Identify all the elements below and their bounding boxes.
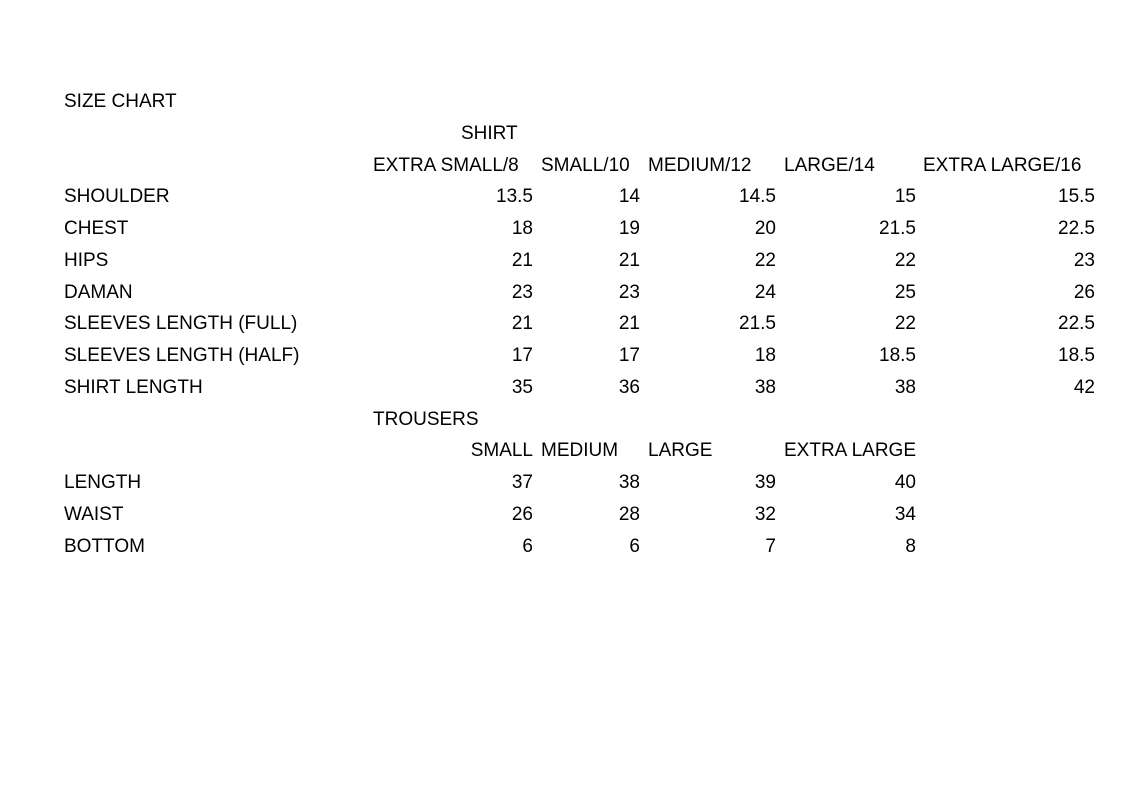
trousers-measurement: 38 — [618, 472, 640, 493]
trousers-heading: TROUSERS — [373, 408, 479, 430]
trousers-measurement: 28 — [618, 503, 640, 525]
shirt-measurement: 38 — [754, 376, 776, 398]
shirt-measurement: 22.5 — [1058, 218, 1095, 239]
shirt-measurement: 17 — [511, 345, 533, 366]
trousers-size-header: MEDIUM — [541, 440, 619, 462]
shirt-measurement: 22 — [894, 249, 916, 271]
shirt-measurement: 17 — [618, 345, 640, 366]
trousers-measurement: 26 — [511, 503, 533, 525]
shirt-row-label: SHOULDER — [64, 186, 170, 208]
shirt-measurement: 21.5 — [739, 313, 776, 335]
trousers-measurement: 39 — [754, 472, 776, 493]
shirt-measurement: 15 — [894, 186, 916, 208]
shirt-measurement: 18 — [511, 218, 533, 239]
shirt-measurement: 18 — [754, 345, 776, 366]
trousers-row-label: LENGTH — [64, 472, 142, 493]
shirt-measurement: 14 — [618, 186, 640, 208]
shirt-measurement: 38 — [894, 376, 916, 398]
shirt-row-label: DAMAN — [64, 281, 133, 303]
shirt-row-label: SLEEVES LENGTH (HALF) — [64, 345, 300, 366]
shirt-size-header: EXTRA SMALL/8 — [373, 154, 519, 176]
trousers-measurement: 37 — [511, 472, 533, 493]
shirt-size-header: LARGE/14 — [784, 154, 875, 176]
shirt-measurement: 21 — [618, 313, 640, 335]
page-title: SIZE CHART — [64, 91, 177, 112]
shirt-measurement: 20 — [754, 218, 776, 239]
shirt-size-header: MEDIUM/12 — [648, 154, 752, 176]
trousers-measurement: 40 — [894, 472, 916, 493]
shirt-measurement: 22.5 — [1058, 313, 1095, 335]
shirt-row-label: SHIRT LENGTH — [64, 376, 203, 398]
shirt-measurement: 21 — [511, 249, 533, 271]
trousers-measurement: 6 — [522, 535, 533, 557]
shirt-measurement: 21.5 — [879, 218, 916, 239]
shirt-row-label: CHEST — [64, 218, 129, 239]
shirt-measurement: 22 — [754, 249, 776, 271]
shirt-measurement: 42 — [1073, 376, 1095, 398]
trousers-measurement: 8 — [905, 535, 916, 557]
shirt-measurement: 24 — [754, 281, 776, 303]
trousers-row-label: WAIST — [64, 503, 124, 525]
shirt-measurement: 15.5 — [1058, 186, 1095, 208]
shirt-measurement: 13.5 — [496, 186, 533, 208]
shirt-measurement: 14.5 — [739, 186, 776, 208]
shirt-measurement: 23 — [511, 281, 533, 303]
shirt-measurement: 21 — [618, 249, 640, 271]
shirt-measurement: 35 — [511, 376, 533, 398]
shirt-row-label: SLEEVES LENGTH (FULL) — [64, 313, 298, 335]
shirt-measurement: 23 — [1073, 249, 1095, 271]
shirt-measurement: 21 — [511, 313, 533, 335]
trousers-measurement: 6 — [629, 535, 640, 557]
shirt-measurement: 23 — [618, 281, 640, 303]
trousers-size-header: EXTRA LARGE — [784, 440, 916, 462]
shirt-heading: SHIRT — [461, 122, 518, 144]
trousers-row-label: BOTTOM — [64, 535, 145, 557]
trousers-measurement: 34 — [894, 503, 916, 525]
shirt-measurement: 26 — [1073, 281, 1095, 303]
trousers-measurement: 32 — [754, 503, 776, 525]
shirt-size-header: EXTRA LARGE/16 — [923, 154, 1082, 176]
shirt-measurement: 18.5 — [879, 345, 916, 366]
shirt-measurement: 25 — [894, 281, 916, 303]
trousers-size-header: SMALL — [470, 440, 533, 462]
shirt-size-header: SMALL/10 — [541, 154, 630, 176]
shirt-measurement: 22 — [894, 313, 916, 335]
shirt-measurement: 19 — [618, 218, 640, 239]
shirt-measurement: 18.5 — [1058, 345, 1095, 366]
shirt-row-label: HIPS — [64, 249, 109, 271]
trousers-size-header: LARGE — [648, 440, 713, 462]
shirt-measurement: 36 — [618, 376, 640, 398]
trousers-measurement: 7 — [765, 535, 776, 557]
